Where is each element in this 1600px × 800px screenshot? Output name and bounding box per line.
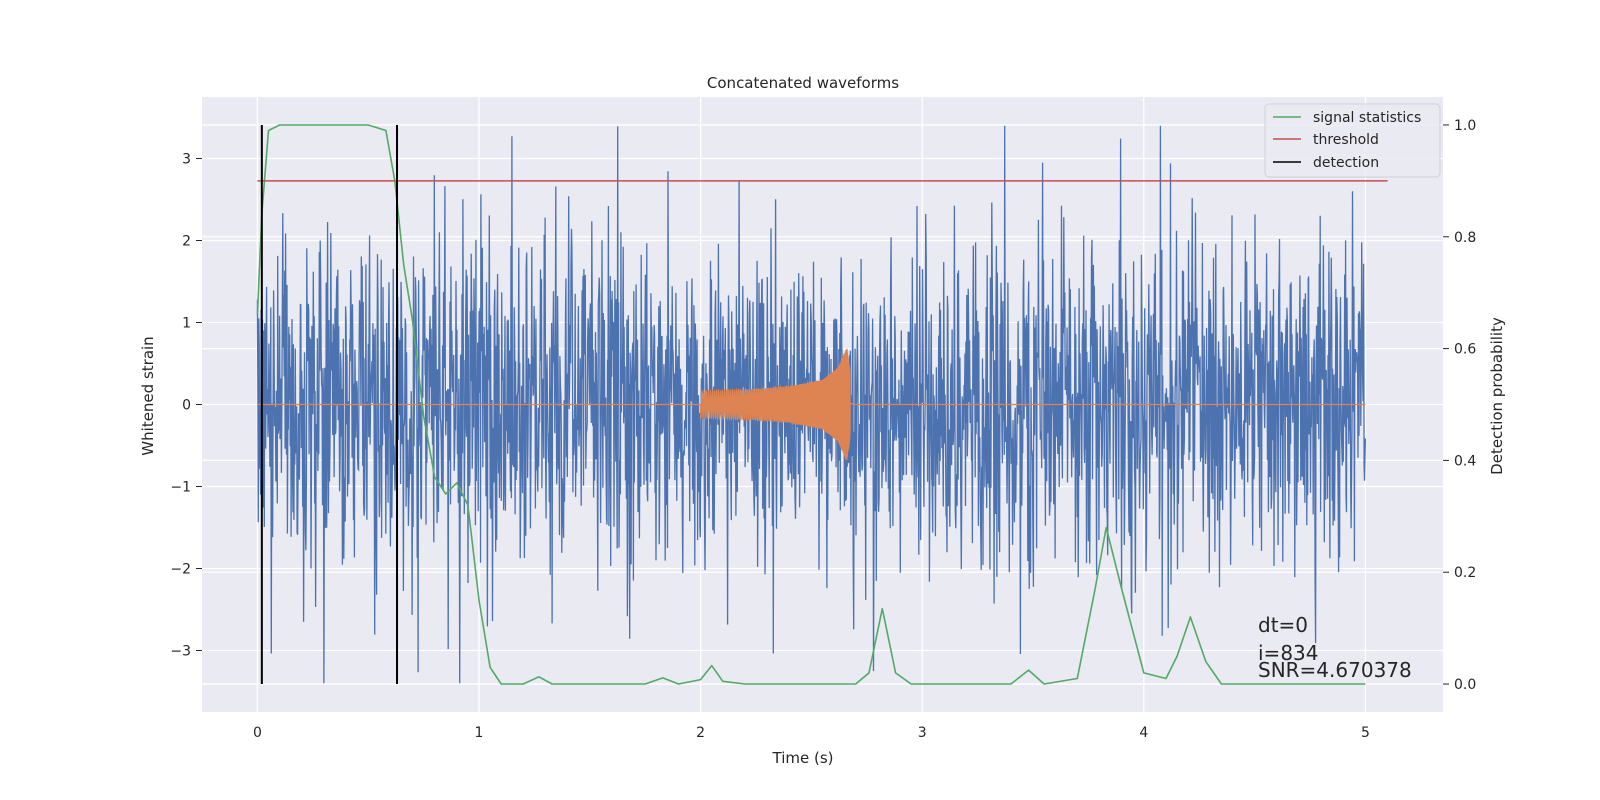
annotations: dt=0 i=834 SNR=4.670378	[1258, 613, 1412, 682]
legend-label-detection: detection	[1313, 155, 1379, 171]
y2-tick-label: 0.6	[1454, 342, 1476, 358]
y2-tick-label: 0.4	[1454, 453, 1476, 469]
x-tick-label: 0	[253, 725, 262, 741]
x-tick-label: 1	[475, 725, 484, 741]
y2-tick-label: 0.8	[1454, 230, 1476, 246]
template-line	[257, 348, 1366, 461]
y-axis-label: Whitened strain	[139, 336, 157, 455]
strain-line	[256, 125, 1367, 684]
signal-statistics-line	[256, 124, 1366, 685]
legend-box	[1264, 103, 1441, 178]
y-tick-label: 2	[182, 234, 191, 250]
detection-series	[260, 124, 399, 685]
y2-tick-label: 0.2	[1454, 565, 1476, 581]
legend-label-signal-statistics: signal statistics	[1313, 110, 1421, 126]
x-tick-label: 2	[696, 725, 705, 741]
y-tick-label: 1	[182, 316, 191, 332]
annotation-snr: SNR=4.670378	[1258, 658, 1412, 682]
y2-tick-label: 0.0	[1454, 677, 1476, 693]
x-tick-label: 4	[1139, 725, 1148, 741]
y-tick-label: 3	[182, 152, 191, 168]
y2-axis-label: Detection probability	[1488, 317, 1506, 475]
y-tick-label: −2	[170, 562, 191, 578]
x-tick-label: 5	[1361, 725, 1370, 741]
statistics-series	[256, 124, 1366, 685]
legend: signal statistics threshold detection	[1264, 103, 1441, 178]
legend-label-threshold: threshold	[1313, 132, 1379, 148]
axis-ticks: 0 1 2 3 4 5 −3 −2 −1 0 1 2 3 0.0 0.2 0.4 0.6 0.8 1.0	[170, 118, 1476, 741]
template-series	[257, 348, 1366, 461]
y-tick-label: −1	[170, 480, 191, 496]
x-axis-label: Time (s)	[772, 749, 834, 767]
y-tick-label: 0	[182, 398, 191, 414]
annotation-dt: dt=0	[1258, 613, 1308, 637]
y2-tick-label: 1.0	[1454, 118, 1476, 134]
annotation-index: i=834	[1258, 641, 1319, 665]
x-tick-label: 3	[918, 725, 927, 741]
chart-title: Concatenated waveforms	[707, 74, 899, 92]
y-tick-label: −3	[170, 644, 191, 660]
strain-series	[256, 125, 1367, 684]
